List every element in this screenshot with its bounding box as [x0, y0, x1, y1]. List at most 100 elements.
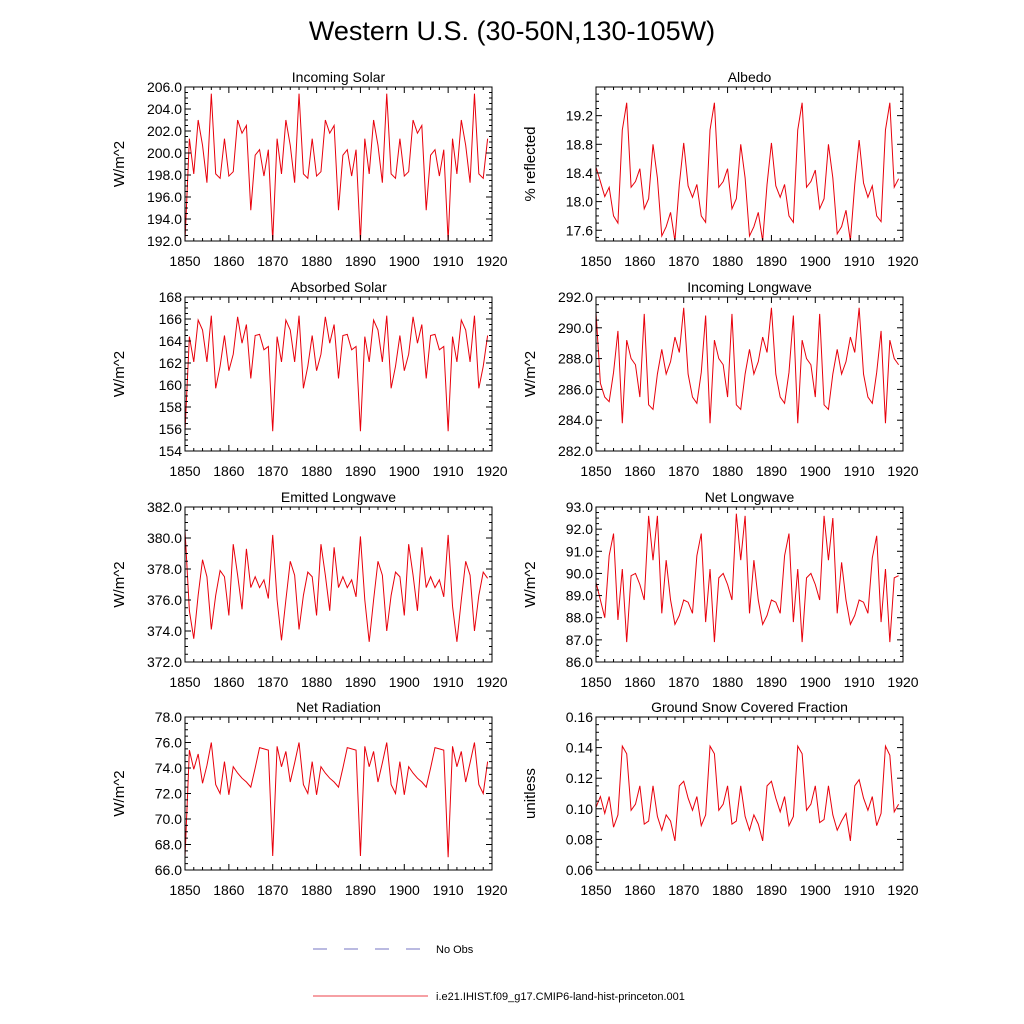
y-tick-label: 0.08	[566, 831, 593, 847]
y-tick-label: 92.0	[566, 521, 593, 537]
x-tick-label: 1900	[800, 674, 831, 690]
x-tick-label: 1910	[844, 882, 875, 898]
x-tick-label: 1920	[887, 882, 918, 898]
y-tick-label: 86.0	[566, 654, 593, 670]
y-tick-label: 290.0	[558, 320, 593, 336]
x-tick-label: 1880	[712, 463, 743, 479]
panel-net-longwave: Net Longwave W/m^2 1850 1860 1870 1880 1890 190…	[522, 489, 919, 690]
y-tick-label: 206.0	[147, 79, 182, 95]
x-tick-label: 1900	[389, 674, 420, 690]
y-tick-label: 156	[159, 421, 183, 437]
y-tick-label: 292.0	[558, 289, 593, 305]
panel-title: Absorbed Solar	[290, 279, 387, 295]
series-line	[595, 513, 899, 643]
series-line	[595, 744, 900, 842]
y-tick-label: 378.0	[147, 561, 182, 577]
x-tick-label: 1880	[301, 882, 332, 898]
x-tick-label: 1850	[580, 674, 611, 690]
y-tick-label: 0.10	[566, 801, 593, 817]
y-tick-label: 374.0	[147, 623, 182, 639]
x-tick-label: 1910	[844, 674, 875, 690]
x-tick-label: 1870	[668, 882, 699, 898]
panel-title: Incoming Longwave	[687, 279, 812, 295]
x-tick-label: 1860	[624, 463, 655, 479]
y-tick-label: 87.0	[566, 632, 593, 648]
panel-title: Ground Snow Covered Fraction	[651, 699, 848, 715]
panel-title: Emitted Longwave	[281, 489, 396, 505]
x-tick-label: 1860	[624, 882, 655, 898]
y-tick-label: 282.0	[558, 443, 593, 459]
series-line	[184, 93, 489, 242]
series-line	[595, 307, 900, 424]
x-tick-label: 1910	[844, 463, 875, 479]
y-tick-label: 91.0	[566, 543, 593, 559]
y-tick-label: 17.6	[566, 222, 593, 238]
x-tick-label: 1910	[433, 463, 464, 479]
x-tick-label: 1890	[756, 253, 787, 269]
x-tick-label: 1900	[389, 882, 420, 898]
x-tick-label: 1920	[476, 253, 507, 269]
y-tick-label: 202.0	[147, 123, 182, 139]
y-tick-label: 204.0	[147, 101, 182, 117]
y-tick-label: 18.4	[566, 165, 593, 181]
y-tick-label: 376.0	[147, 592, 182, 608]
panel-incoming-longwave: Incoming Longwave W/m^2 1850 1860 1870 1880 18…	[522, 279, 919, 479]
y-tick-label: 0.14	[566, 740, 593, 756]
x-tick-label: 1850	[580, 253, 611, 269]
panels: Incoming Solar W/m^2 1850 1860 1870 1880 1890 1…	[111, 69, 919, 898]
y-tick-label: 0.12	[566, 770, 593, 786]
panel-emitted-longwave: Emitted Longwave W/m^2 1850 1860 1870 1880 189…	[111, 489, 508, 690]
x-tick-label: 1850	[169, 463, 200, 479]
y-tick-label: 194.0	[147, 211, 182, 227]
x-tick-label: 1860	[624, 253, 655, 269]
x-tick-label: 1890	[756, 463, 787, 479]
x-tick-label: 1870	[257, 882, 288, 898]
y-tick-label: 89.0	[566, 588, 593, 604]
plot-frame	[595, 716, 904, 871]
x-tick-label: 1920	[887, 253, 918, 269]
x-tick-label: 1890	[345, 674, 376, 690]
x-tick-label: 1860	[624, 674, 655, 690]
panel-title: Albedo	[728, 69, 772, 85]
y-tick-label: 162	[159, 355, 183, 371]
legend-label-model: i.e21.IHIST.f09_g17.CMIP6-land-hist-prin…	[436, 991, 685, 1003]
x-tick-label: 1880	[301, 674, 332, 690]
x-tick-label: 1880	[712, 253, 743, 269]
y-tick-label: 74.0	[155, 760, 182, 776]
series-line	[184, 742, 489, 858]
panel-albedo: Albedo % reflected 1850 1860 1870 1880 1890 190…	[522, 69, 919, 269]
x-tick-label: 1900	[389, 463, 420, 479]
y-tick-label: 66.0	[155, 862, 182, 878]
y-axis-label: % reflected	[522, 126, 539, 201]
y-axis-label: W/m^2	[111, 561, 128, 607]
series-line	[595, 102, 900, 242]
x-tick-label: 1850	[580, 463, 611, 479]
x-tick-label: 1870	[257, 463, 288, 479]
plot-frame	[595, 296, 904, 452]
y-tick-label: 93.0	[566, 499, 593, 515]
plot-frame	[595, 86, 904, 242]
y-axis-label: W/m^2	[522, 561, 539, 607]
y-tick-label: 78.0	[155, 709, 182, 725]
x-tick-label: 1870	[257, 253, 288, 269]
y-axis-label: W/m^2	[522, 351, 539, 397]
x-tick-label: 1910	[433, 253, 464, 269]
x-tick-label: 1870	[668, 253, 699, 269]
y-tick-label: 72.0	[155, 786, 182, 802]
panel-net-radiation: Net Radiation W/m^2 1850 1860 1870 1880 1890 19…	[111, 699, 508, 898]
y-axis-label: W/m^2	[111, 351, 128, 397]
x-tick-label: 1850	[169, 882, 200, 898]
x-tick-label: 1860	[213, 463, 244, 479]
figure-title: Western U.S. (30-50N,130-105W)	[309, 16, 715, 46]
y-tick-label: 288.0	[558, 351, 593, 367]
y-tick-label: 380.0	[147, 530, 182, 546]
y-tick-label: 382.0	[147, 499, 182, 515]
x-tick-label: 1850	[580, 882, 611, 898]
panel-incoming-solar: Incoming Solar W/m^2 1850 1860 1870 1880 1890 1…	[111, 69, 508, 269]
y-tick-label: 192.0	[147, 233, 182, 249]
y-tick-label: 164	[159, 333, 183, 349]
y-tick-label: 198.0	[147, 167, 182, 183]
x-tick-label: 1890	[345, 463, 376, 479]
y-tick-label: 284.0	[558, 412, 593, 428]
y-tick-label: 68.0	[155, 837, 182, 853]
